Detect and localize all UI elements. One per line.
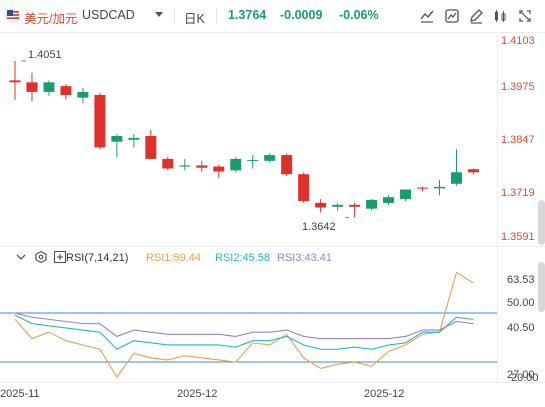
candle-body	[366, 199, 378, 209]
period-selector[interactable]: 日K	[184, 12, 205, 26]
candle-body	[400, 189, 412, 200]
us-flag-icon	[6, 9, 20, 23]
symbol-name[interactable]: 美元/加元	[24, 12, 78, 26]
rsi1-value: RSI1:59.44	[146, 252, 202, 264]
rsi-tick: 50.00	[507, 297, 535, 309]
candle-body	[162, 158, 174, 169]
candle-body	[467, 169, 479, 173]
price-change-percent: -0.06%	[339, 8, 379, 22]
price-tick: 1.4103	[501, 35, 535, 47]
candle-body	[60, 86, 72, 95]
candle-body	[298, 174, 310, 202]
settings-icon[interactable]	[34, 250, 48, 264]
candle-body	[434, 186, 445, 189]
rsi-series-line	[14, 314, 474, 350]
toolbar-border	[0, 32, 545, 33]
rsi-tick: 63.53	[507, 274, 535, 286]
price-tick: 1.3591	[501, 231, 535, 243]
candle-body	[179, 165, 191, 167]
candle-body	[247, 160, 259, 162]
indicator-icon[interactable]	[418, 7, 436, 25]
candlestick-chart[interactable]	[0, 33, 497, 245]
rsi-tick: 27.00	[507, 369, 535, 381]
rsi2-value: RSI2:45.58	[215, 252, 271, 264]
scrollbar-thumb[interactable]	[538, 200, 545, 245]
price-change: -0.0009	[280, 8, 323, 22]
rsi-series-line	[14, 312, 474, 340]
candle-body	[145, 135, 157, 159]
time-axis-border	[0, 382, 545, 383]
price-tick: 1.3847	[501, 134, 535, 146]
scrollbar-thumb[interactable]	[538, 262, 545, 312]
candle-body	[196, 165, 208, 168]
toolbar-divider	[216, 8, 217, 24]
candle-body	[230, 158, 242, 171]
candle-body	[332, 204, 344, 207]
candle-body	[43, 82, 55, 92]
candle-body	[9, 80, 21, 83]
candle-body	[213, 166, 225, 172]
chevron-down-icon[interactable]	[155, 12, 163, 17]
rsi-title: RSI(7,14,21)	[66, 252, 129, 264]
candle-body	[264, 155, 276, 161]
date-tick: 2025-12	[364, 388, 405, 400]
candle-body	[77, 91, 89, 98]
high-price-label: 1.4051	[28, 49, 62, 61]
last-price: 1.3764	[228, 8, 267, 22]
candle-body	[450, 172, 462, 184]
candle-body	[281, 155, 293, 175]
price-tick: 1.3975	[501, 81, 535, 93]
collapse-icon[interactable]	[14, 250, 28, 264]
rsi3-value: RSI3:43.41	[277, 252, 333, 264]
chart-style-icon[interactable]	[491, 7, 509, 25]
symbol-code[interactable]: USDCAD	[82, 8, 135, 22]
rsi-series-line	[14, 271, 474, 378]
fullscreen-icon[interactable]	[516, 7, 534, 25]
candle-body	[383, 197, 395, 203]
add-indicator-icon[interactable]	[53, 250, 67, 264]
date-tick: 2025-12	[177, 388, 218, 400]
candle-body	[128, 137, 140, 140]
date-tick: 2025-11	[0, 388, 40, 400]
price-axis-border	[497, 32, 498, 382]
price-tick: 1.3719	[501, 187, 535, 199]
low-price-label: 1.3642	[302, 221, 336, 233]
compare-icon[interactable]	[443, 7, 461, 25]
pane-separator	[0, 246, 545, 247]
toolbar-divider	[174, 8, 175, 24]
rsi-chart[interactable]	[0, 266, 497, 381]
candle-body	[315, 202, 327, 208]
candle-body	[111, 135, 123, 142]
chart-toolbar: 美元/加元 USDCAD 日K 1.3764 -0.0009 -0.06%	[0, 0, 545, 32]
candle-body	[417, 187, 429, 189]
pencil-icon[interactable]	[467, 7, 485, 25]
candle-body	[26, 82, 38, 92]
candle-body	[349, 204, 361, 207]
rsi-tick: 20.00	[511, 372, 539, 384]
candle-body	[94, 94, 106, 148]
rsi-tick: 40.50	[507, 322, 535, 334]
